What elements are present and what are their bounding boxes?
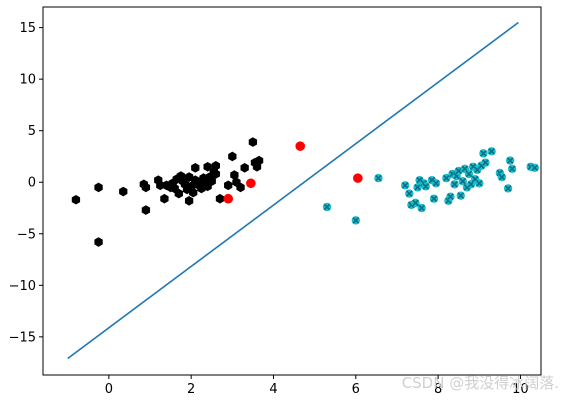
data-point-class-b-cross xyxy=(323,203,331,211)
data-point-class-a xyxy=(248,137,258,147)
data-point-class-b-cross xyxy=(488,147,495,155)
data-point-class-a xyxy=(141,205,151,215)
data-point-class-b xyxy=(530,163,540,173)
data-point-class-b xyxy=(475,179,484,188)
data-point-class-b-cross xyxy=(482,159,489,167)
data-point-class-b-cross xyxy=(498,173,506,181)
data-point-highlight xyxy=(223,193,234,204)
data-point-class-b xyxy=(456,191,465,200)
data-point-class-b-cross xyxy=(442,174,450,182)
data-point-class-b xyxy=(458,177,468,186)
data-point-class-b xyxy=(374,173,383,183)
data-point-class-a xyxy=(141,182,151,193)
data-point-class-b xyxy=(507,164,517,174)
data-point-class-b xyxy=(411,198,420,208)
data-point-class-b xyxy=(503,184,513,193)
data-point-class-b xyxy=(429,194,439,203)
data-point-class-a xyxy=(240,163,249,173)
data-point-class-b-cross xyxy=(405,190,413,197)
data-point-class-b-cross xyxy=(422,182,430,190)
data-point-class-b-cross xyxy=(455,167,463,175)
data-point-class-b-cross xyxy=(475,179,483,187)
data-point-class-a xyxy=(94,237,103,247)
data-point-class-a xyxy=(211,160,221,171)
data-point-class-b-cross xyxy=(506,157,514,164)
data-point-class-b-cross xyxy=(508,165,516,173)
y-tick-label: 10 xyxy=(19,73,36,88)
data-point-class-b-cross xyxy=(375,174,382,182)
data-point-class-b-cross xyxy=(447,193,454,201)
x-tick-label: 4 xyxy=(269,382,277,397)
data-point-class-b-cross xyxy=(418,204,426,212)
data-point-class-a xyxy=(189,187,198,198)
data-point-class-b xyxy=(446,192,455,201)
data-point-class-a xyxy=(160,193,169,204)
data-point-class-b-cross xyxy=(430,195,438,203)
data-point-class-b xyxy=(487,147,496,156)
data-point-class-b-cross xyxy=(459,177,467,185)
data-point-class-a xyxy=(203,161,212,172)
data-point-class-a xyxy=(215,193,225,204)
data-point-class-a xyxy=(254,155,264,166)
x-tick-label: 8 xyxy=(434,382,442,397)
y-tick-label: −5 xyxy=(17,227,36,242)
data-point-class-b xyxy=(481,158,490,167)
data-point-class-b xyxy=(351,216,360,225)
data-point-class-a xyxy=(94,182,103,193)
data-point-class-b xyxy=(464,169,474,179)
data-point-class-b-cross xyxy=(504,185,512,192)
data-point-class-b xyxy=(431,179,441,188)
data-point-class-b xyxy=(505,156,515,165)
data-point-class-b-cross xyxy=(412,199,419,207)
data-point-class-b xyxy=(322,202,332,212)
data-point-class-b xyxy=(497,172,507,182)
data-point-highlight xyxy=(295,141,306,151)
plot-axes: 0 2 4 6 8 10 −15 −10 −5 0 5 10 15 xyxy=(9,21,529,397)
watermark: CSDN @我没得冰阔落. xyxy=(401,374,559,392)
data-point-class-a xyxy=(211,169,221,179)
data-point-class-b-cross xyxy=(451,180,458,188)
data-point-class-a xyxy=(207,176,216,187)
data-point-class-a xyxy=(230,170,239,180)
y-tick-label: −10 xyxy=(9,279,36,294)
data-point-class-b-cross xyxy=(432,179,440,187)
data-point-class-b xyxy=(417,203,426,213)
data-point-class-b-cross xyxy=(457,192,465,200)
x-tick-label: 0 xyxy=(105,382,113,397)
data-point-class-a xyxy=(184,195,194,206)
data-point-class-b-cross xyxy=(531,164,539,172)
y-tick-label: 15 xyxy=(19,21,36,36)
data-point-class-b xyxy=(405,189,414,198)
data-point-class-a xyxy=(174,188,183,199)
x-tick-label: 10 xyxy=(512,382,529,397)
decision-boundary-line xyxy=(67,21,519,360)
data-point-class-b-cross xyxy=(465,170,473,178)
data-point-class-a xyxy=(71,194,81,205)
x-tick-label: 6 xyxy=(352,382,360,397)
x-tick-label: 2 xyxy=(187,382,195,397)
data-point-class-b-cross xyxy=(352,217,360,224)
data-point-highlight xyxy=(246,178,256,189)
data-point-class-a xyxy=(191,163,200,173)
data-point-class-b xyxy=(400,181,410,190)
data-point-class-a xyxy=(119,186,128,197)
data-point-class-b xyxy=(450,180,459,189)
y-tick-label: 0 xyxy=(28,176,36,191)
data-point-class-b xyxy=(442,173,451,183)
data-point-class-b-cross xyxy=(480,150,487,157)
plot-marks xyxy=(67,21,540,360)
data-point-class-a xyxy=(228,151,237,162)
data-point-class-b xyxy=(413,183,422,192)
data-point-class-b-cross xyxy=(414,184,421,191)
y-tick-label: 5 xyxy=(28,124,36,139)
data-point-class-a xyxy=(224,180,233,191)
data-point-class-b xyxy=(479,149,488,158)
data-point-class-b xyxy=(421,182,430,191)
data-point-highlight xyxy=(353,173,363,183)
data-point-class-a xyxy=(236,182,245,193)
y-tick-label: −15 xyxy=(9,330,36,345)
plot-frame xyxy=(42,6,542,376)
data-point-class-b-cross xyxy=(401,181,409,189)
